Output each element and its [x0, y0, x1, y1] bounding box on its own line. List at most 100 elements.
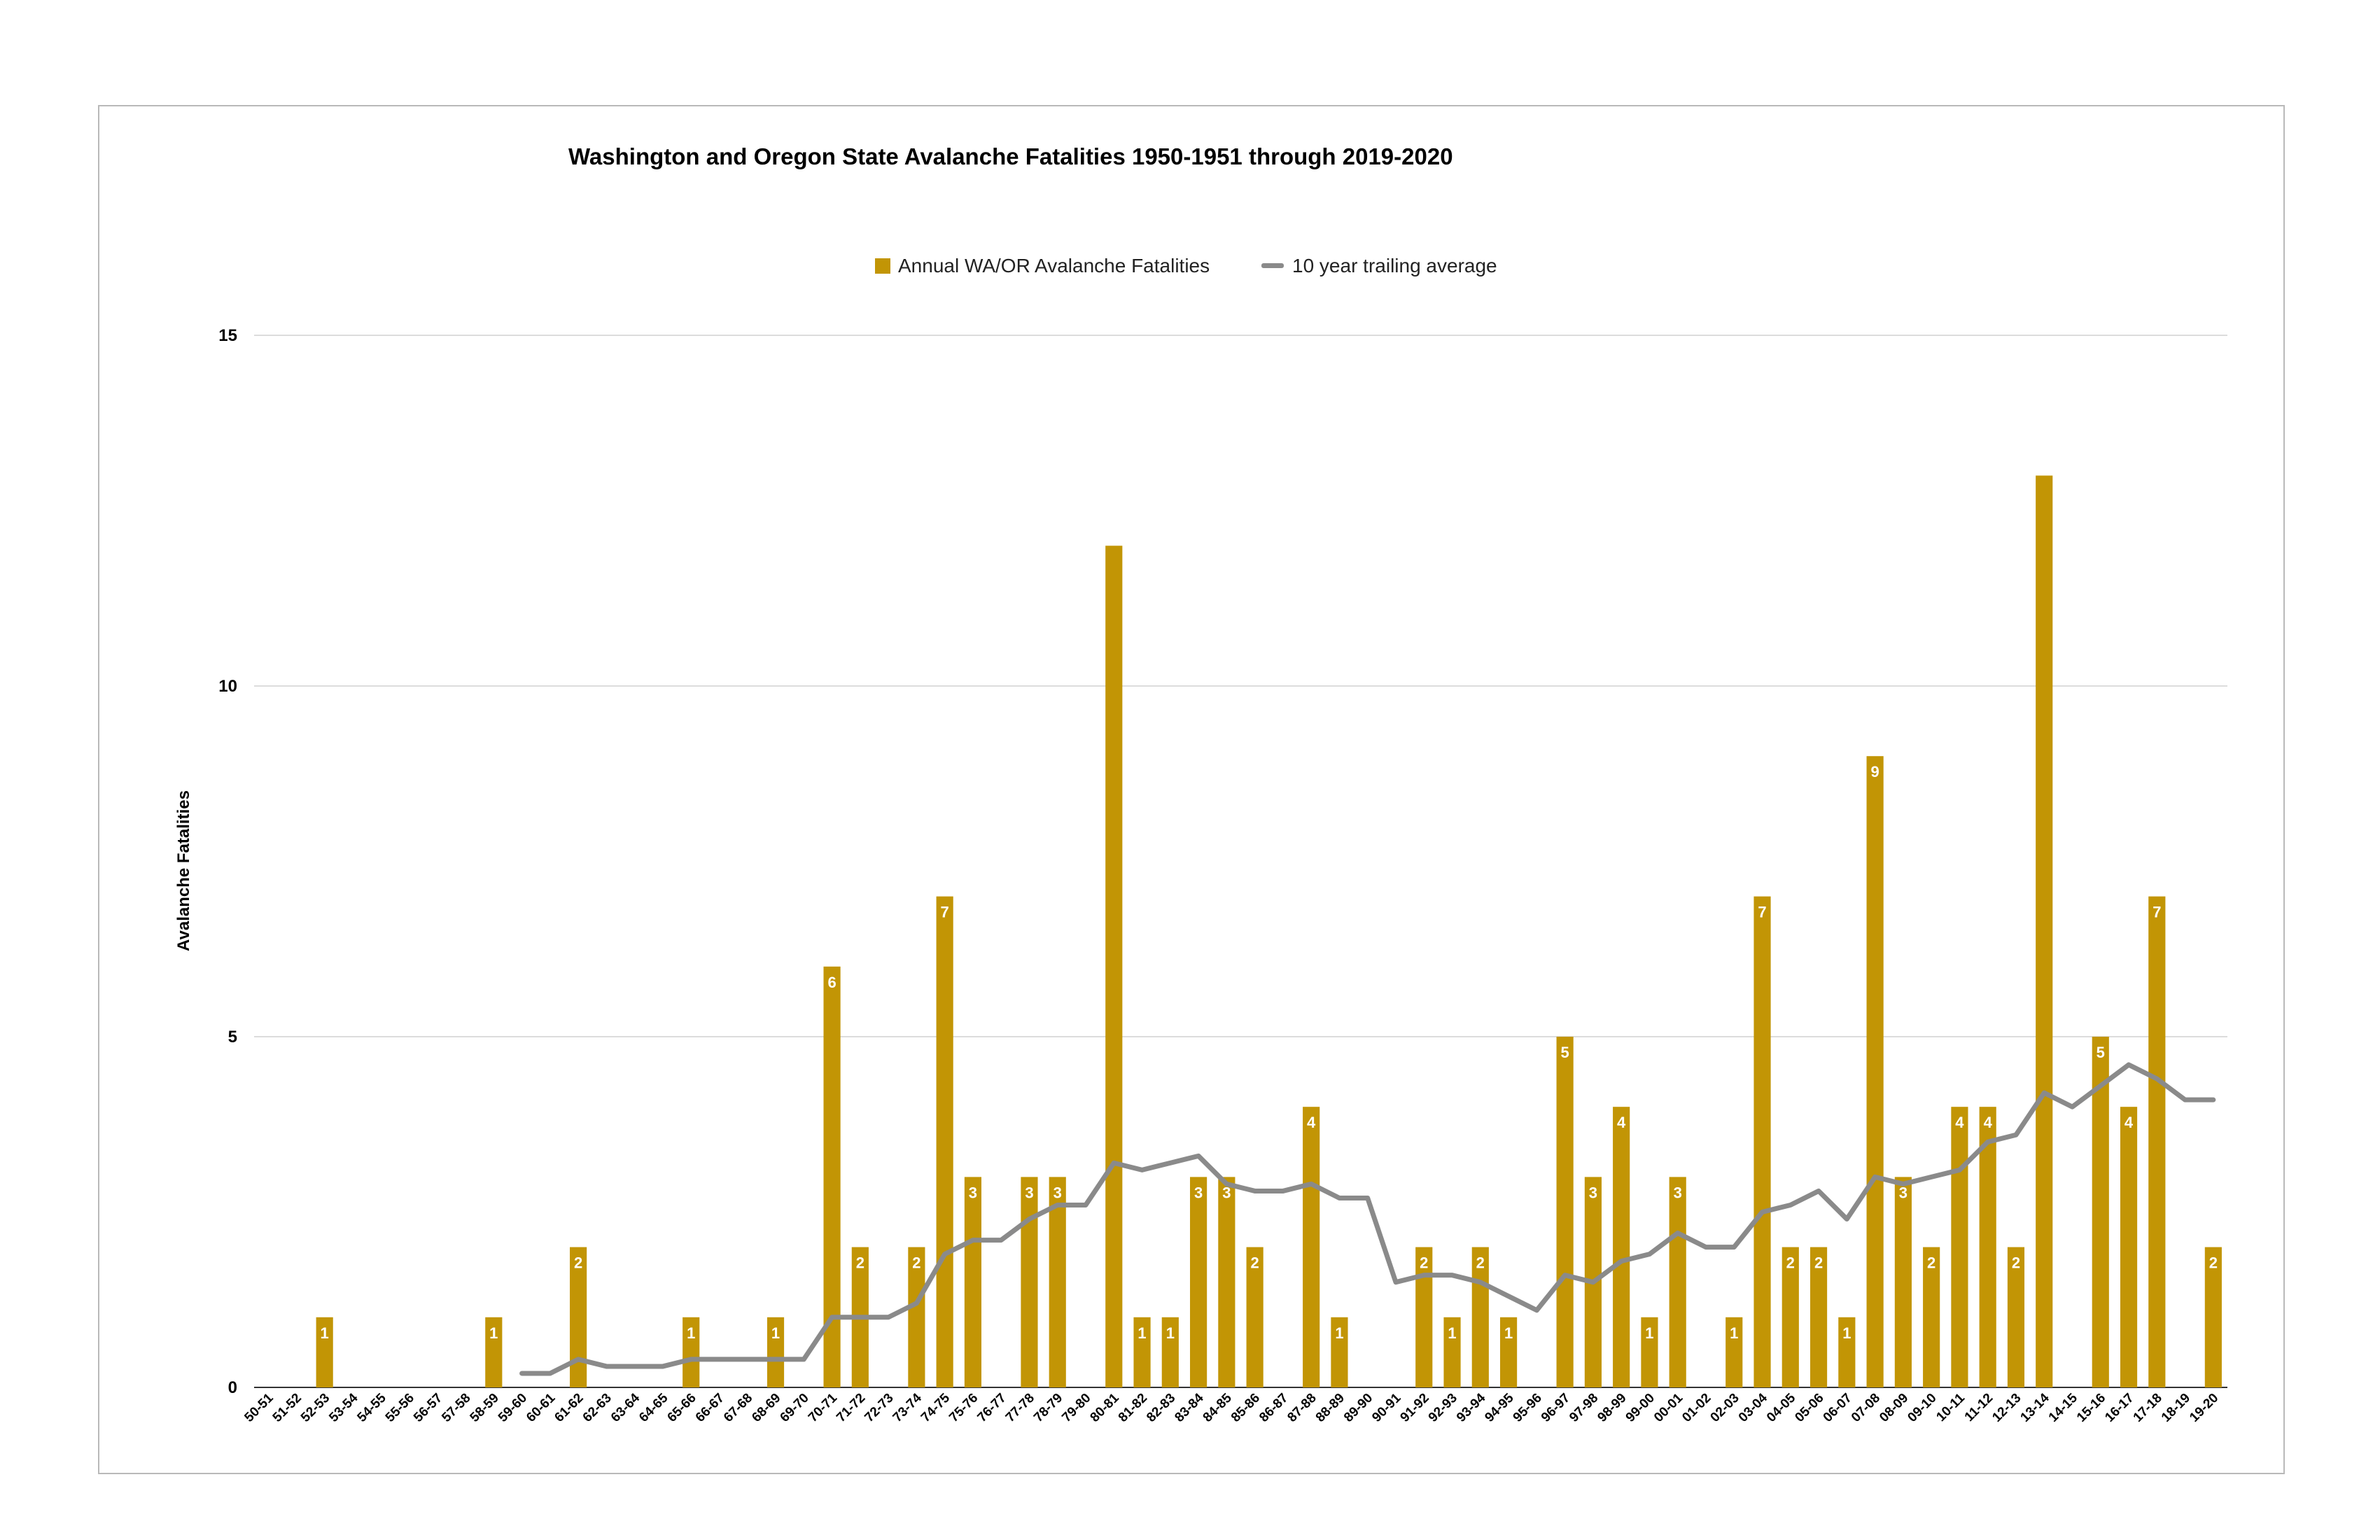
bar — [1641, 1317, 1658, 1387]
x-tick-label: 69-70 — [778, 1391, 812, 1425]
bar — [1838, 1317, 1856, 1387]
x-tick-label: 07-08 — [1849, 1391, 1883, 1425]
x-tick-label: 19-20 — [2187, 1391, 2221, 1425]
bar-data-label: 3 — [1589, 1184, 1597, 1201]
bar-data-label: 4 — [1984, 1114, 1993, 1131]
x-tick-label: 04-05 — [1764, 1390, 1799, 1425]
y-tick-label: 15 — [218, 326, 237, 345]
x-tick-label: 61-62 — [552, 1391, 586, 1425]
x-tick-label: 87-88 — [1284, 1391, 1319, 1425]
average-line — [519, 1062, 2216, 1376]
x-tick-label: 71-72 — [834, 1391, 868, 1425]
x-tick-label: 92-93 — [1426, 1391, 1460, 1425]
x-tick-label: 82-83 — [1144, 1391, 1178, 1425]
x-tick-label: 86-87 — [1256, 1391, 1291, 1425]
bar — [1049, 1177, 1066, 1387]
x-tick-label: 16-17 — [2102, 1391, 2136, 1425]
bar — [485, 1317, 503, 1387]
x-tick-label: 56-57 — [411, 1391, 445, 1425]
legend: Annual WA/OR Avalanche Fatalities 10 yea… — [875, 255, 1497, 276]
legend-line-label: 10 year trailing average — [1292, 255, 1497, 276]
x-tick-label: 83-84 — [1172, 1390, 1207, 1425]
bar — [682, 1317, 700, 1387]
x-tick-label: 09-10 — [1905, 1391, 1939, 1425]
x-tick-label: 73-74 — [890, 1390, 925, 1425]
bar — [766, 1317, 785, 1387]
x-tick-label: 94-95 — [1482, 1390, 1517, 1425]
x-tick-label: 13-14 — [2018, 1390, 2053, 1425]
bar-data-label: 2 — [912, 1254, 920, 1272]
bar — [1754, 896, 1771, 1387]
bar — [1161, 1317, 1179, 1387]
bar — [1979, 1107, 1996, 1387]
y-tick-label: 10 — [218, 677, 237, 696]
bar-data-label: 7 — [941, 904, 949, 921]
x-tick-label: 11-12 — [1962, 1391, 1996, 1424]
x-tick-label: 12-13 — [1989, 1391, 2024, 1425]
bar-data-label: 2 — [1420, 1254, 1428, 1272]
x-tick-label: 50-51 — [241, 1390, 276, 1425]
x-tick-label: 53-54 — [326, 1390, 361, 1425]
bar — [1499, 1317, 1518, 1387]
x-tick-label: 65-66 — [665, 1391, 699, 1425]
bar — [2092, 1037, 2109, 1387]
bar — [1782, 1247, 1799, 1387]
bar-data-label: 1 — [1645, 1324, 1653, 1342]
bar — [1415, 1247, 1433, 1387]
bar — [2036, 475, 2053, 1387]
x-tick-label: 80-81 — [1088, 1390, 1123, 1425]
bar-data-label: 2 — [2012, 1254, 2020, 1272]
bar-data-labels: 1 1 2 1 1 6 2 2 7 3 3 3 1 1 3 3 2 4 1 2 1 2 1 5 3 4 1 3 1 7 2 2 1 9 3 2 4 4 2 5… — [321, 763, 2218, 1342]
x-tick-label: 17-18 — [2131, 1391, 2165, 1425]
x-tick-label: 03-04 — [1736, 1390, 1771, 1425]
x-tick-label: 79-80 — [1059, 1391, 1093, 1425]
bar-data-label: 1 — [687, 1324, 695, 1342]
bar — [2148, 896, 2166, 1387]
x-tick-label: 68-69 — [749, 1391, 783, 1425]
x-tick-label: 52-53 — [298, 1391, 332, 1425]
bar-data-label: 2 — [2209, 1254, 2218, 1272]
bar-series — [316, 475, 2222, 1387]
bar-data-label: 5 — [2096, 1044, 2105, 1061]
bar — [1951, 1107, 1968, 1387]
x-tick-label: 63-64 — [608, 1390, 643, 1425]
y-axis-label: Avalanche Fatalities — [174, 790, 193, 951]
bar — [316, 1317, 333, 1387]
x-tick-label: 51-52 — [270, 1391, 304, 1425]
bar-data-label: 6 — [827, 974, 836, 991]
x-tick-label: 55-56 — [383, 1391, 417, 1425]
x-tick-label: 88-89 — [1313, 1391, 1348, 1425]
bar-data-label: 2 — [1786, 1254, 1795, 1272]
bar-data-label: 2 — [1927, 1254, 1935, 1272]
line-series — [519, 1062, 2216, 1376]
x-tick-label: 67-68 — [721, 1391, 755, 1425]
x-tick-label: 95-96 — [1511, 1391, 1545, 1425]
x-tick-label: 54-55 — [355, 1390, 390, 1425]
bar-data-label: 3 — [1674, 1184, 1682, 1201]
bar-data-label: 2 — [574, 1254, 582, 1272]
chart-svg: Washington and Oregon State Avalanche Fa… — [174, 144, 2227, 1425]
legend-line-swatch — [1261, 263, 1284, 268]
x-tick-label: 05-06 — [1792, 1391, 1826, 1425]
bar — [1133, 1317, 1151, 1387]
bar-data-label: 2 — [856, 1254, 864, 1272]
x-tick-label: 10-11 — [1933, 1390, 1968, 1424]
x-tick-label: 59-60 — [496, 1391, 530, 1425]
x-tick-label: 64-65 — [636, 1390, 671, 1425]
bar-data-label: 3 — [1054, 1184, 1062, 1201]
bar — [2120, 1107, 2138, 1387]
x-tick-label: 66-67 — [693, 1391, 727, 1425]
x-tick-label: 57-58 — [439, 1391, 473, 1425]
bar-data-label: 3 — [1222, 1184, 1231, 1201]
bar — [1218, 1177, 1236, 1387]
bar-data-label: 3 — [1194, 1184, 1203, 1201]
bar-data-label: 3 — [1025, 1184, 1033, 1201]
bar — [1866, 756, 1884, 1387]
bar — [2204, 1247, 2222, 1387]
bar-data-label: 4 — [1617, 1114, 1626, 1131]
bar-data-label: 2 — [1814, 1254, 1823, 1272]
x-tick-label: 18-19 — [2159, 1391, 2193, 1425]
x-tick-label: 97-98 — [1567, 1391, 1601, 1425]
gridlines — [254, 335, 2227, 1388]
bar-data-label: 1 — [321, 1324, 329, 1342]
